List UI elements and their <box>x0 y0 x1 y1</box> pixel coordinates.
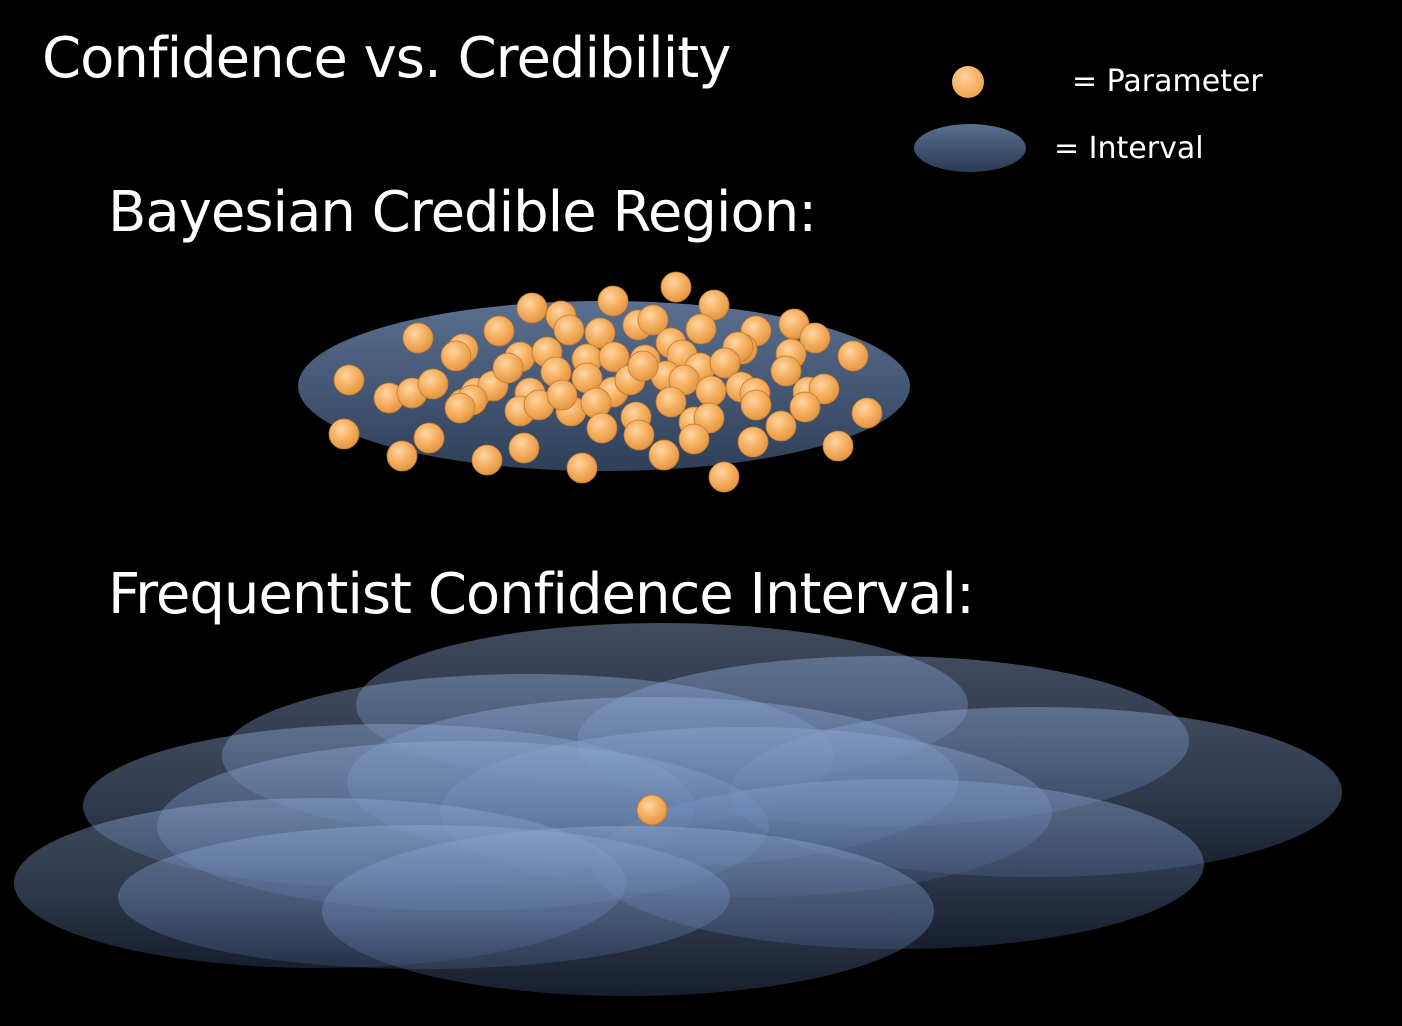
parameter-sample-dot <box>586 412 618 444</box>
parameter-sample-dot <box>740 389 772 421</box>
parameter-sample-dot <box>765 410 797 442</box>
parameter-sample-dot <box>516 292 548 324</box>
parameter-sample-dot <box>822 430 854 462</box>
parameter-sample-dot <box>584 317 616 349</box>
parameter-sample-dot <box>737 426 769 458</box>
legend-interval-label: = Interval <box>1054 130 1204 166</box>
parameter-sample-dot <box>693 402 725 434</box>
parameter-sample-dot <box>566 452 598 484</box>
parameter-sample-dot <box>623 419 655 451</box>
parameter-sample-dot <box>333 364 365 396</box>
page-title: Confidence vs. Credibility <box>42 26 731 91</box>
parameter-sample-dot <box>598 341 630 373</box>
parameter-sample-dot <box>444 392 476 424</box>
parameter-sample-dot <box>698 289 730 321</box>
true-parameter-dot <box>636 794 668 826</box>
parameter-sample-dot <box>695 375 727 407</box>
parameter-dot-icon <box>952 65 984 98</box>
parameter-sample-dot <box>386 440 418 472</box>
parameter-sample-dot <box>851 397 883 429</box>
parameter-samples <box>328 271 883 493</box>
parameter-sample-dot <box>837 340 869 372</box>
confidence-interval-ellipse <box>322 826 934 996</box>
parameter-sample-dot <box>483 315 515 347</box>
parameter-sample-dot <box>678 423 710 455</box>
parameter-sample-dot <box>546 379 578 411</box>
parameter-sample-dot <box>553 314 585 346</box>
parameter-sample-dot <box>413 422 445 454</box>
legend-parameter: = Parameter <box>952 64 1263 99</box>
interval-ellipse-icon <box>914 124 1026 172</box>
parameter-sample-dot <box>440 340 472 372</box>
parameter-sample-dot <box>709 347 741 379</box>
frequentist-intervals <box>14 623 1342 996</box>
parameter-sample-dot <box>799 322 831 354</box>
bayesian-region <box>298 271 910 493</box>
parameter-sample-dot <box>627 350 659 382</box>
parameter-sample-dot <box>471 444 503 476</box>
parameter-sample-dot <box>417 368 449 400</box>
parameter-sample-dot <box>789 391 821 423</box>
parameter-sample-dot <box>808 373 840 405</box>
parameter-sample-dot <box>597 285 629 317</box>
parameter-sample-dot <box>685 313 717 345</box>
parameter-sample-dot <box>328 418 360 450</box>
parameter-sample-dot <box>637 304 669 336</box>
legend-parameter-label: = Parameter <box>1072 64 1263 99</box>
parameter-sample-dot <box>708 461 740 493</box>
bayesian-heading: Bayesian Credible Region: <box>108 180 817 245</box>
frequentist-heading: Frequentist Confidence Interval: <box>108 562 975 627</box>
legend-interval: = Interval <box>914 124 1204 172</box>
parameter-sample-dot <box>402 322 434 354</box>
parameter-sample-dot <box>770 355 802 387</box>
parameter-sample-dot <box>648 439 680 471</box>
parameter-sample-dot <box>492 352 524 384</box>
parameter-sample-dot <box>660 271 692 303</box>
parameter-sample-dot <box>655 386 687 418</box>
parameter-sample-dot <box>508 432 540 464</box>
